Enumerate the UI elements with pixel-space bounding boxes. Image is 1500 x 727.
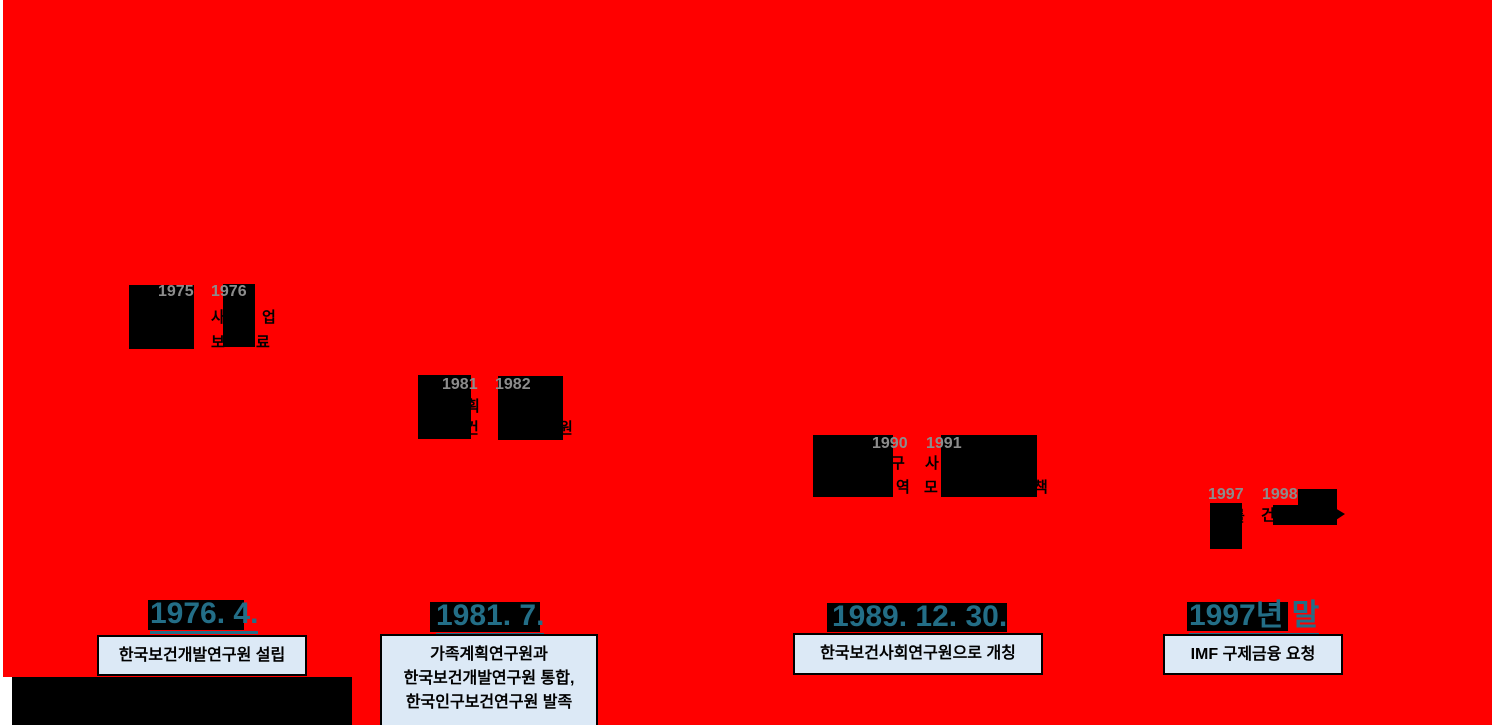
photo-placeholder-1982 [498, 376, 563, 440]
panel-text: 한국보건개발연구원 설립 [118, 646, 286, 664]
caption-fragment: 사 [925, 455, 939, 472]
year-label-1982: 1982 [495, 376, 531, 393]
year-label-1998: 1998 [1262, 486, 1298, 503]
year-label-1981: 1981 [442, 376, 478, 393]
panel-text: 한국보건개발연구원 통합, [403, 670, 575, 687]
panel-text: 한국인구보건연구원 발족 [405, 694, 573, 711]
milestone-panel-1981: 가족계획연구원과 한국보건개발연구원 통합, 한국인구보건연구원 발족 [380, 634, 598, 725]
photo-placeholder-1991 [941, 435, 1037, 497]
date-backing-bar [148, 600, 244, 630]
bottom-black-bar [12, 677, 352, 725]
photo-placeholder-1990 [813, 435, 893, 497]
caption-fragment: 구 [891, 455, 905, 472]
year-label-1976: 1976 [211, 283, 247, 300]
date-backing-bar [430, 602, 540, 632]
panel-text: 한국보건사회연구원으로 개칭 [820, 645, 1016, 662]
milestone-date-1989: 1989. 12. 30. [832, 602, 1008, 637]
caption-fragment: 책 [1034, 479, 1048, 496]
page-margin-notch [0, 677, 12, 725]
milestone-panel-1997: IMF 구제금융 요청 [1163, 634, 1343, 675]
year-label-1975: 1975 [158, 283, 194, 300]
photo-placeholder-1998-lower [1273, 505, 1337, 525]
caption-fragment: 사 [211, 309, 225, 326]
photo-placeholder-1975 [129, 285, 194, 349]
milestone-panel-1976: 한국보건개발연구원 설립 [97, 635, 307, 676]
caption-fragment: 료 [256, 334, 270, 351]
caption-fragment: 건 [1261, 507, 1275, 524]
year-label-1991: 1991 [926, 435, 962, 452]
year-label-1997: 1997 [1208, 486, 1244, 503]
milestone-date-1976: 1976. 4. [150, 599, 259, 634]
photo-placeholder-1997 [1210, 503, 1242, 549]
milestone-date-1981: 1981. 7. [436, 601, 545, 636]
arrow-right-icon [1330, 505, 1345, 524]
caption-fragment: 역 [896, 479, 910, 496]
year-label-1990: 1990 [872, 435, 908, 452]
date-backing-bar [1187, 602, 1288, 631]
photo-placeholder-1981 [418, 375, 471, 439]
panel-text: 가족계획연구원과 [430, 646, 548, 663]
caption-fragment: 보 [211, 334, 225, 351]
photo-placeholder-1976 [223, 284, 255, 347]
photo-placeholder-1998 [1298, 489, 1337, 508]
milestone-panel-1989: 한국보건사회연구원으로 개칭 [793, 633, 1043, 675]
milestone-date-1997: 1997년 말 [1189, 601, 1320, 636]
caption-fragment: 업 [262, 309, 276, 326]
date-backing-bar [827, 603, 1007, 632]
panel-text: IMF 구제금융 요청 [1190, 645, 1316, 663]
caption-fragment: 모 [924, 479, 938, 496]
